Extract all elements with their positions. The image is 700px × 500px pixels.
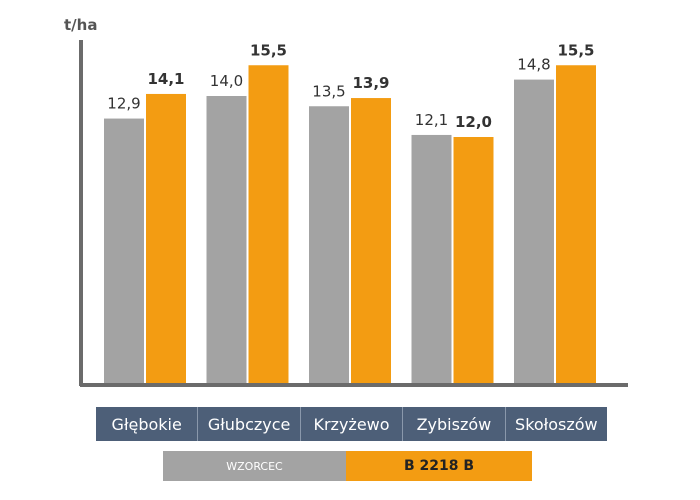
legend-item-wzorcec: WZORCEC [163,451,346,481]
category-label: Głębokie [96,407,199,441]
bar-b2218b-3 [453,137,494,383]
bar-wzorcec-3 [411,134,452,383]
bar-b2218b-4 [556,65,596,383]
bar-wzorcec-1 [206,96,247,383]
data-label: 14,1 [147,70,184,88]
bar-wzorcec-4 [514,79,554,383]
bar-b2218b-0 [146,93,186,383]
data-label: 15,5 [557,41,594,59]
bar-b2218b-1 [248,65,289,383]
category-label: Skołoszów [505,407,608,441]
y-axis-label: t/ha [64,16,97,34]
data-label: 14,8 [517,56,550,74]
data-label: 13,9 [352,74,389,92]
data-label: 14,0 [210,72,243,90]
data-label: 12,1 [415,111,448,129]
data-label: 13,5 [312,82,345,100]
bar-chart: t/ha 12,9 14,1 14,0 15,5 13,5 13,9 12,1 12,0 14,… [64,16,628,387]
bar-wzorcec-0 [104,118,144,384]
legend: WZORCEC B 2218 B [163,451,532,481]
category-label: Krzyżewo [300,407,404,441]
data-label: 12,0 [455,113,492,131]
legend-item-b2218b: B 2218 B [346,451,532,481]
bar-b2218b-2 [351,98,391,384]
category-label: Zybiszów [403,407,506,441]
category-label: Głubczyce [198,407,301,441]
data-label: 15,5 [250,41,287,59]
bar-wzorcec-2 [309,106,349,383]
data-label: 12,9 [107,95,140,113]
category-bar: Głębokie Głubczyce Krzyżewo Zybiszów Sko… [96,407,608,441]
